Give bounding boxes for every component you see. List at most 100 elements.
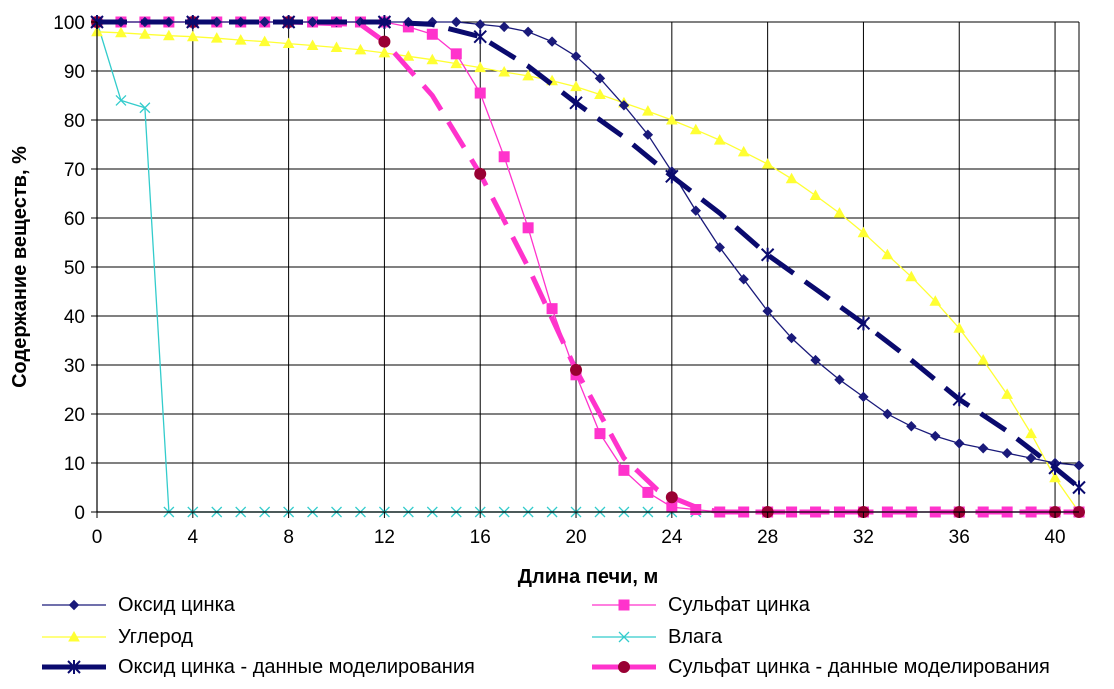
series-3-point-24 bbox=[665, 113, 678, 125]
series-2-point-18 bbox=[522, 222, 534, 234]
series-2-point-15 bbox=[450, 48, 462, 60]
series-3-point-21 bbox=[594, 88, 606, 100]
axes bbox=[91, 21, 1079, 518]
legend-label-5: Оксид цинка - данные моделирования bbox=[118, 656, 475, 678]
y-tick-label-10: 10 bbox=[64, 454, 85, 475]
x-tick-label-20: 20 bbox=[565, 527, 586, 548]
series-3-point-8 bbox=[282, 37, 295, 49]
x-tick-label-36: 36 bbox=[949, 527, 970, 548]
series-3-point-1 bbox=[115, 26, 127, 38]
series-6-point-4 bbox=[378, 35, 391, 48]
series-1-point-29 bbox=[786, 332, 797, 344]
legend-entry-5: Оксид цинка - данные моделирования bbox=[42, 656, 475, 678]
series-1-point-28 bbox=[762, 305, 773, 317]
series-5-point-2 bbox=[281, 15, 296, 29]
y-tick-label-40: 40 bbox=[64, 307, 85, 328]
series-3-point-4 bbox=[186, 30, 199, 42]
series-1-point-30 bbox=[810, 354, 821, 366]
series-3-point-15 bbox=[450, 57, 463, 69]
legend-label-4: Влага bbox=[668, 626, 723, 648]
series-3-point-34 bbox=[905, 270, 918, 282]
series-1-point-26 bbox=[714, 242, 725, 253]
y-tick-label-80: 80 bbox=[64, 111, 85, 132]
y-tick-label-90: 90 bbox=[64, 62, 85, 83]
series-3-point-10 bbox=[330, 41, 343, 52]
series-1-point-23 bbox=[642, 129, 654, 140]
series-1-point-21 bbox=[594, 73, 606, 84]
x-tick-label-16: 16 bbox=[470, 527, 491, 548]
series-3-point-23 bbox=[642, 105, 654, 116]
y-tick-label-70: 70 bbox=[64, 160, 85, 181]
x-tick-labels: 0 4 8 12 16 20 24 28 32 36 40 bbox=[92, 527, 1066, 548]
x-axis-title: Длина печи, м bbox=[518, 566, 659, 588]
series-6-point-6 bbox=[474, 167, 487, 180]
y-tick-label-100: 100 bbox=[53, 13, 85, 34]
series-3-point-14 bbox=[426, 53, 439, 65]
series-3-point-36 bbox=[953, 322, 966, 333]
series-3-point-26 bbox=[713, 134, 726, 145]
series-4-point-1 bbox=[115, 94, 127, 106]
series-5-point-1 bbox=[186, 15, 200, 29]
series-3-point-39 bbox=[1025, 427, 1037, 439]
series-2-point-19 bbox=[546, 303, 558, 315]
series-1-point-20 bbox=[570, 51, 582, 62]
series-1-point-41 bbox=[1073, 460, 1085, 471]
series-3-point-6 bbox=[234, 34, 247, 45]
series-1-point-22 bbox=[618, 100, 630, 111]
series-3-point-20 bbox=[570, 80, 582, 92]
series-3-point-31 bbox=[833, 207, 846, 218]
series-1-point-7 bbox=[259, 16, 270, 28]
legend-entry-6: Сульфат цинка - данные моделирования bbox=[592, 656, 1050, 678]
legend-label-3: Углерод bbox=[118, 626, 193, 648]
series-1-point-36 bbox=[954, 438, 965, 449]
series-1-point-19 bbox=[546, 36, 558, 47]
x-tick-label-40: 40 bbox=[1044, 527, 1065, 548]
series-2-point-24 bbox=[666, 501, 678, 513]
series-1-point-34 bbox=[906, 421, 917, 432]
series-3-point-18 bbox=[522, 69, 534, 81]
series-5-point-3 bbox=[377, 15, 392, 29]
series-5-point-13 bbox=[856, 316, 871, 331]
series-3-point-30 bbox=[809, 189, 822, 200]
series-1-point-18 bbox=[522, 26, 534, 38]
x-tick-label-28: 28 bbox=[757, 527, 778, 548]
series-1-point-25 bbox=[690, 205, 701, 216]
legend-label-6: Сульфат цинка - данные моделирования bbox=[668, 656, 1050, 678]
y-tick-label-30: 30 bbox=[64, 356, 85, 377]
y-tick-label-60: 60 bbox=[64, 209, 85, 230]
series-3-point-33 bbox=[881, 248, 894, 260]
series-3-point-5 bbox=[210, 32, 223, 43]
series-1-point-32 bbox=[858, 391, 869, 403]
x-tick-label-0: 0 bbox=[92, 527, 103, 548]
series-3-point-32 bbox=[857, 226, 870, 238]
grid bbox=[97, 21, 1080, 512]
series-1-point-17 bbox=[498, 21, 510, 33]
series-5-point-15 bbox=[952, 392, 966, 407]
legend-swatch-marker-3 bbox=[68, 630, 80, 642]
x-tick-label-4: 4 bbox=[188, 527, 199, 548]
series-2-point-21 bbox=[594, 428, 606, 440]
x-tick-label-24: 24 bbox=[661, 527, 683, 548]
legend-swatch-marker-4 bbox=[618, 631, 630, 643]
series-3-point-37 bbox=[977, 354, 990, 365]
series-3-point-40 bbox=[1049, 471, 1061, 483]
series-5-point-9 bbox=[665, 169, 679, 184]
series-3-point-38 bbox=[1001, 388, 1013, 399]
series-5-point-7 bbox=[569, 95, 583, 110]
series-2-point-16 bbox=[474, 87, 486, 99]
series-5-point-11 bbox=[760, 247, 775, 262]
legend-entry-4: Влага bbox=[592, 626, 723, 648]
series-1-point-16 bbox=[475, 19, 486, 30]
series-1-point-9 bbox=[307, 16, 318, 28]
series-2-point-22 bbox=[618, 464, 630, 476]
series-6-point-8 bbox=[570, 363, 583, 376]
legend-swatch-marker-5 bbox=[67, 660, 81, 674]
legend-swatch-marker-6 bbox=[618, 661, 630, 673]
series-6-point-11 bbox=[665, 491, 678, 504]
series-1-point-31 bbox=[834, 374, 845, 385]
series-3-point-16 bbox=[474, 61, 487, 73]
legend-entry-1: Оксид цинка bbox=[42, 594, 236, 616]
x-tick-label-8: 8 bbox=[283, 527, 294, 548]
series-5-point-17 bbox=[1048, 460, 1062, 475]
